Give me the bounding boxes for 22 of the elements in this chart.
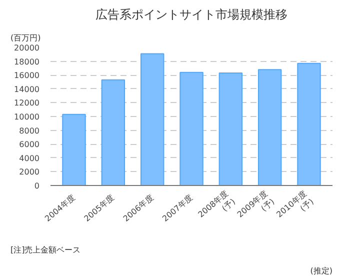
bar — [62, 114, 86, 186]
y-tick-label: 6000 — [19, 140, 40, 150]
bar — [140, 53, 164, 186]
y-tick-label: 0 — [34, 182, 40, 190]
y-tick-label: 14000 — [14, 84, 40, 94]
bar — [258, 69, 282, 186]
bar — [297, 62, 321, 186]
chart-title: 広告系ポイントサイト市場規模推移 — [96, 8, 288, 22]
y-tick-label: 4000 — [19, 154, 40, 163]
bar — [218, 72, 243, 186]
y-tick-label: 12000 — [14, 98, 40, 108]
bar — [101, 79, 126, 186]
bar — [180, 72, 204, 186]
y-tick-label: 20000 — [14, 44, 40, 52]
y-tick-label: 2000 — [19, 168, 40, 177]
y-axis-title: (百万円) — [10, 34, 41, 42]
y-tick-label: 18000 — [14, 57, 40, 66]
text: (推定) — [310, 266, 333, 276]
y-tick-label: 8000 — [19, 126, 40, 136]
y-tick-label: 16000 — [14, 71, 40, 80]
y-tick-label: 10000 — [14, 112, 40, 122]
text: [注]売上金額ベース — [10, 246, 81, 254]
